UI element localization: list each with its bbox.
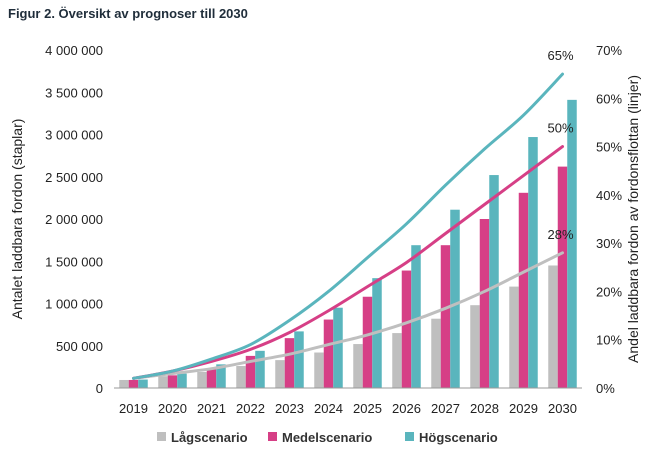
bar-lågscenario-2023 xyxy=(275,360,285,388)
line-end-label: 50% xyxy=(547,121,573,136)
bar-medelscenario-2024 xyxy=(323,319,334,388)
x-tick-label: 2021 xyxy=(197,401,226,416)
bar-högscenario-2020 xyxy=(177,373,187,388)
bar-lågscenario-2024 xyxy=(314,352,324,388)
legend: Lågscenario Medelscenario Högscenario xyxy=(157,430,498,445)
bar-högscenario-2026 xyxy=(411,245,421,388)
y-tick-label: 500 000 xyxy=(56,339,103,354)
bar-lågscenario-2021 xyxy=(197,371,207,388)
bar-lågscenario-2022 xyxy=(236,366,246,388)
bar-medelscenario-2025 xyxy=(362,296,373,388)
x-tick-label: 2028 xyxy=(470,401,499,416)
legend-label: Medelscenario xyxy=(282,430,372,445)
bar-medelscenario-2028 xyxy=(479,219,490,388)
x-tick-label: 2030 xyxy=(548,401,577,416)
y2-tick-label: 60% xyxy=(596,91,622,106)
x-axis: 2019 2020 2021 2022 2023 2024 2025 2026 2027 2028… xyxy=(119,401,577,416)
legend-label: Högscenario xyxy=(419,430,498,445)
bar-högscenario-2019 xyxy=(138,379,148,388)
bar-lågscenario-2019 xyxy=(119,379,129,388)
bar-högscenario-2028 xyxy=(489,175,499,388)
line-end-labels: 65% 50% 28% xyxy=(547,48,573,242)
x-tick-label: 2022 xyxy=(236,401,265,416)
x-tick-label: 2029 xyxy=(509,401,538,416)
y-tick-label: 3 500 000 xyxy=(45,85,103,100)
bar-medelscenario-2020 xyxy=(167,375,178,388)
bar-lågscenario-2027 xyxy=(431,318,441,388)
y2-tick-label: 30% xyxy=(596,236,622,251)
y-tick-label: 1 500 000 xyxy=(45,254,103,269)
y-tick-label: 0 xyxy=(96,381,103,396)
y2-tick-label: 0% xyxy=(596,381,615,396)
bar-medelscenario-2022 xyxy=(245,355,256,388)
legend-label: Lågscenario xyxy=(171,430,248,445)
y2-tick-label: 50% xyxy=(596,140,622,155)
line-medelscenario xyxy=(132,145,564,380)
y-tick-label: 4 000 000 xyxy=(45,43,103,58)
line-högscenario xyxy=(132,72,564,380)
line-end-label: 65% xyxy=(547,48,573,63)
legend-swatch-lågscenario xyxy=(157,432,166,441)
left-axis: 0 500 000 1 000 000 1 500 000 2 000 000 2 500… xyxy=(45,43,103,396)
right-axis: 0% 10% 20% 30% 40% 50% 60% 70% xyxy=(596,43,622,396)
bar-högscenario-2024 xyxy=(333,307,343,388)
figure-title: Figur 2. Översikt av prognoser till 2030 xyxy=(8,6,248,21)
y2-tick-label: 20% xyxy=(596,284,622,299)
line-lågscenario xyxy=(132,251,564,380)
y-tick-label: 1 000 000 xyxy=(45,297,103,312)
x-tick-label: 2020 xyxy=(158,401,187,416)
x-tick-label: 2027 xyxy=(431,401,460,416)
y2-tick-label: 40% xyxy=(596,188,622,203)
x-tick-label: 2025 xyxy=(353,401,382,416)
bar-lågscenario-2028 xyxy=(470,305,480,388)
line-layer xyxy=(132,72,564,380)
y-tick-label: 3 000 000 xyxy=(45,128,103,143)
x-tick-label: 2023 xyxy=(275,401,304,416)
bar-högscenario-2030 xyxy=(567,99,577,388)
y2-tick-label: 70% xyxy=(596,43,622,58)
bar-medelscenario-2029 xyxy=(518,192,529,388)
bar-medelscenario-2021 xyxy=(206,368,217,388)
bar-layer xyxy=(119,99,577,388)
bar-medelscenario-2019 xyxy=(128,379,139,388)
bar-lågscenario-2025 xyxy=(353,344,363,388)
y2-axis-title: Andel laddbara fordon av fordonsflottan … xyxy=(625,75,641,363)
bar-lågscenario-2029 xyxy=(509,286,519,388)
bar-medelscenario-2023 xyxy=(284,338,295,388)
bar-lågscenario-2020 xyxy=(158,376,168,388)
bar-högscenario-2029 xyxy=(528,137,538,388)
x-tick-label: 2026 xyxy=(392,401,421,416)
bar-medelscenario-2026 xyxy=(401,270,412,388)
bar-högscenario-2027 xyxy=(450,209,460,388)
line-end-label: 28% xyxy=(547,227,573,242)
legend-swatch-medelscenario xyxy=(268,432,277,441)
bar-högscenario-2021 xyxy=(216,364,226,388)
bar-lågscenario-2030 xyxy=(548,265,558,388)
y-tick-label: 2 500 000 xyxy=(45,170,103,185)
y-axis-title: Antalet laddbara fordon (staplar) xyxy=(9,119,25,320)
bar-medelscenario-2027 xyxy=(440,245,451,388)
y-tick-label: 2 000 000 xyxy=(45,212,103,227)
bar-lågscenario-2026 xyxy=(392,333,402,388)
bar-högscenario-2022 xyxy=(255,350,265,388)
x-tick-label: 2024 xyxy=(314,401,343,416)
y2-tick-label: 10% xyxy=(596,333,622,348)
legend-swatch-högscenario xyxy=(405,432,414,441)
bar-högscenario-2023 xyxy=(294,331,304,388)
x-tick-label: 2019 xyxy=(119,401,148,416)
bar-medelscenario-2030 xyxy=(557,166,568,388)
